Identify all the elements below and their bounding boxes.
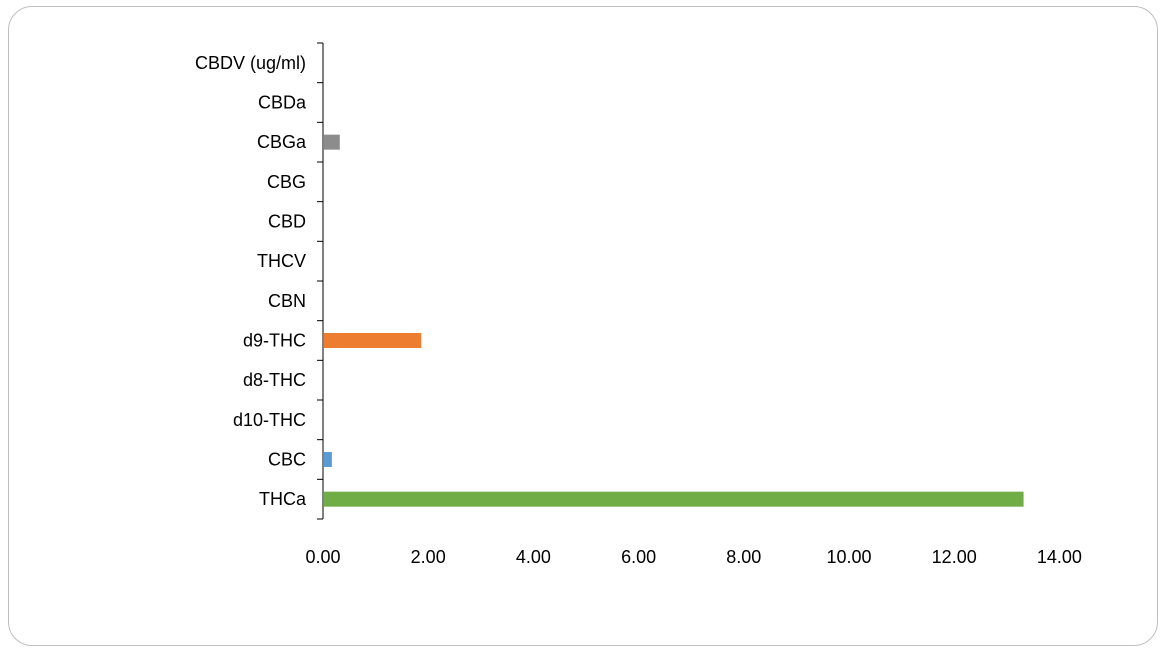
category-label-cbd: CBD [268, 212, 306, 232]
x-tick-label: 4.00 [516, 547, 551, 567]
category-label-cbda: CBDa [258, 93, 307, 113]
category-label-d9-thc: d9-THC [243, 331, 306, 351]
category-label-cbdv-ug-ml: CBDV (ug/ml) [195, 53, 306, 73]
bar-cbga [324, 134, 340, 150]
category-label-thca: THCa [259, 489, 307, 509]
x-tick-label: 2.00 [411, 547, 446, 567]
value-axis-labels: 0.00 2.00 4.00 6.00 8.00 10.00 12.00 14.00 [305, 547, 1081, 567]
bar-d9-thc [324, 333, 422, 348]
x-tick-label: 10.00 [826, 547, 871, 567]
category-label-cbga: CBGa [257, 132, 307, 152]
category-label-d10-thc: d10-THC [233, 410, 306, 430]
x-tick-label: 14.00 [1037, 547, 1082, 567]
x-tick-label: 8.00 [726, 547, 761, 567]
x-tick-label: 6.00 [621, 547, 656, 567]
category-label-thcv: THCV [257, 251, 306, 271]
x-tick-label: 0.00 [305, 547, 340, 567]
bar-cbc [324, 452, 332, 467]
category-label-d8-thc: d8-THC [243, 370, 306, 390]
bars-group [324, 134, 1024, 507]
category-axis [317, 42, 324, 520]
category-labels: CBDV (ug/ml) CBDa CBGa CBG CBD THCV CBN d9-THC d… [195, 53, 307, 509]
category-label-cbn: CBN [268, 291, 306, 311]
category-label-cbc: CBC [268, 450, 306, 470]
bar-thca [324, 491, 1024, 507]
x-tick-label: 12.00 [932, 547, 977, 567]
chart-frame [8, 6, 1158, 646]
category-label-cbg: CBG [267, 172, 306, 192]
